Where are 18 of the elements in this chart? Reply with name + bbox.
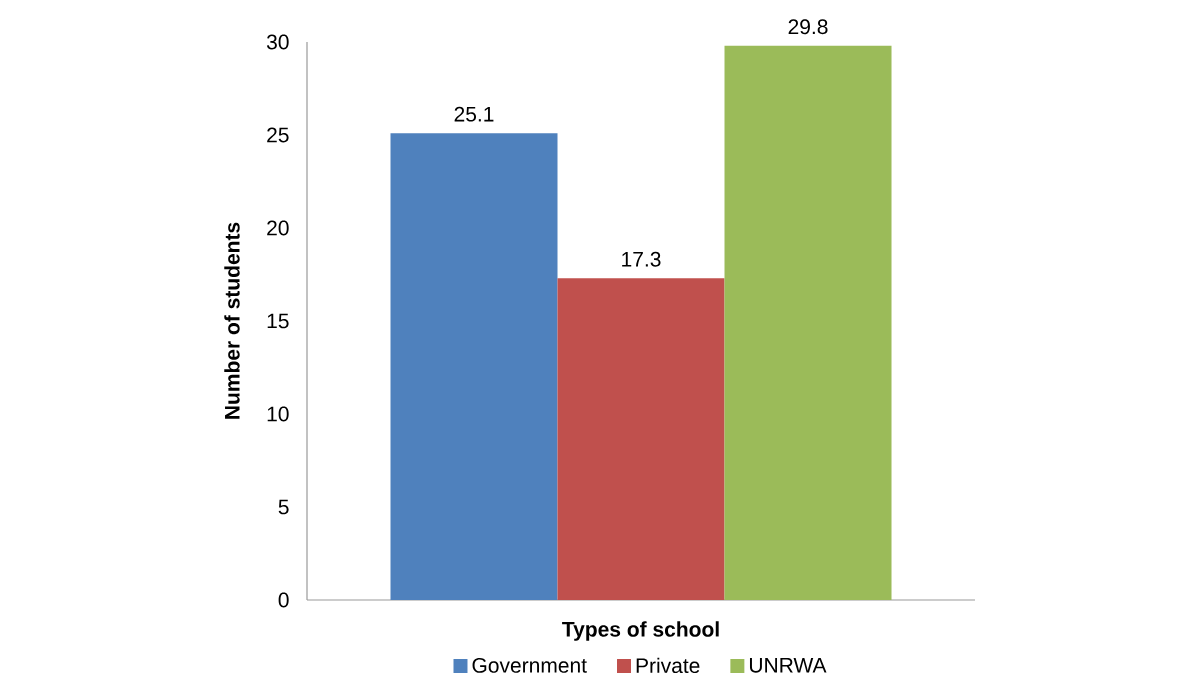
y-tick-label: 30 — [266, 34, 289, 50]
y-axis-title: Number of students — [224, 222, 240, 419]
y-tick-label: 25 — [267, 127, 289, 143]
legend-label: UNRWA — [749, 658, 827, 673]
data-label: 29.8 — [788, 19, 828, 35]
bar — [557, 278, 725, 600]
bar — [724, 45, 892, 600]
y-tick-label: 20 — [267, 220, 289, 236]
y-tick-label: 10 — [267, 406, 289, 422]
y-tick-label: 0 — [278, 592, 289, 608]
bar — [390, 133, 558, 600]
x-axis-title: Types of school — [562, 621, 719, 641]
y-tick-label: 5 — [278, 499, 289, 515]
data-label: 17.3 — [622, 251, 661, 267]
y-tick-label: 15 — [267, 313, 289, 329]
legend-label: Government — [472, 657, 587, 673]
data-label: 25.1 — [454, 106, 494, 122]
legend-label: Private — [636, 657, 700, 674]
